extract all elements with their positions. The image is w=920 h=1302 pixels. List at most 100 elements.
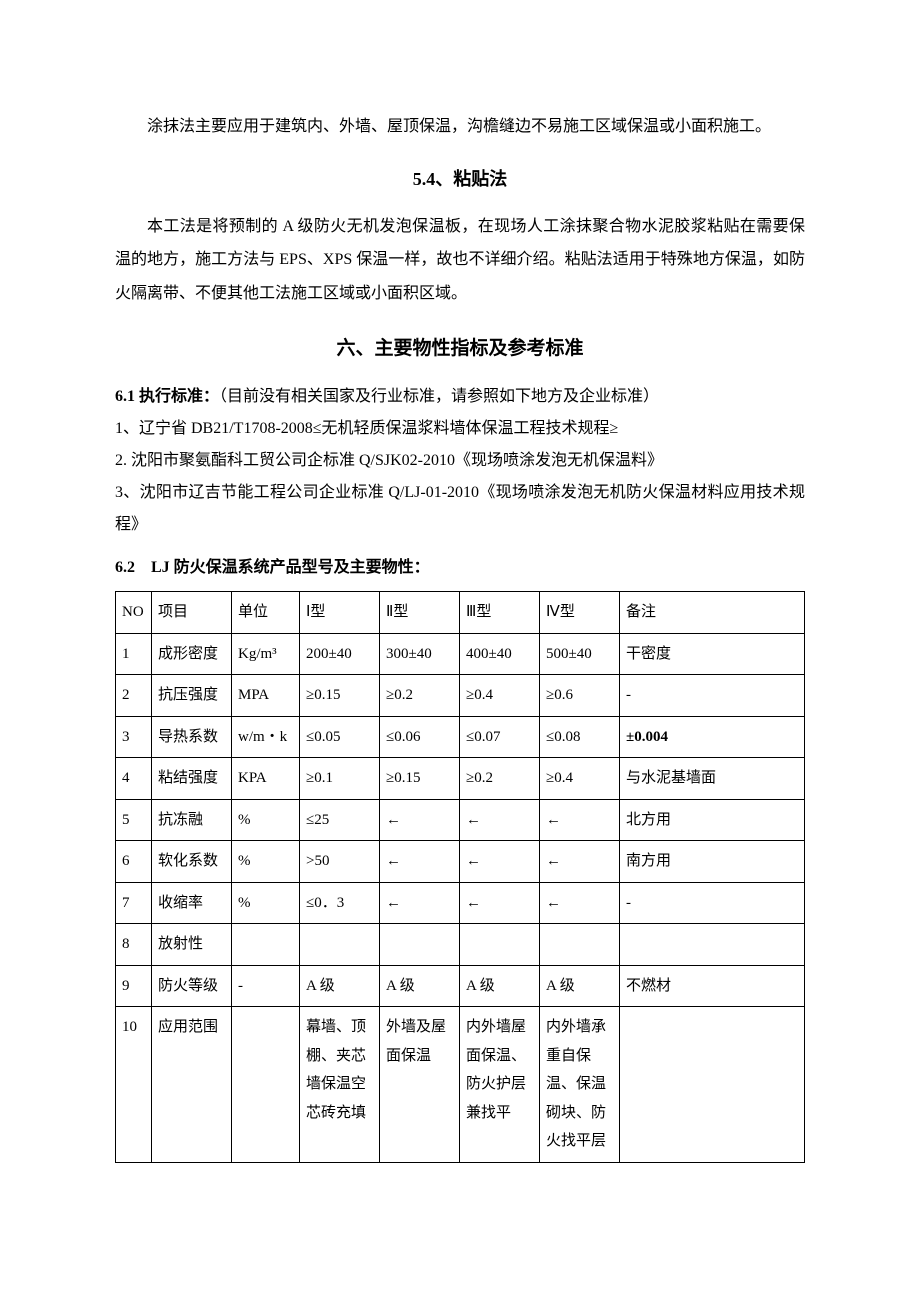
table-cell: ≥0.1	[300, 758, 380, 800]
section-6-1-tail: （目前没有相关国家及行业标准，请参照如下地方及企业标准）	[219, 388, 659, 405]
table-cell: -	[232, 965, 300, 1007]
table-cell: >50	[300, 841, 380, 883]
table-header-cell: 备注	[620, 592, 805, 634]
table-cell: ←	[380, 882, 460, 924]
table-row: 2抗压强度MPA≥0.15≥0.2≥0.4≥0.6-	[116, 675, 805, 717]
table-cell: 防火等级	[152, 965, 232, 1007]
table-cell: 干密度	[620, 633, 805, 675]
section-6-1-label: 6.1 执行标准：	[115, 388, 219, 405]
table-cell: ≥0.4	[540, 758, 620, 800]
table-row: 4粘结强度KPA≥0.1≥0.15≥0.2≥0.4与水泥基墙面	[116, 758, 805, 800]
table-cell: ≤0．3	[300, 882, 380, 924]
table-cell: ←	[380, 841, 460, 883]
standard-3: 3、沈阳市辽吉节能工程公司企业标准 Q/LJ-01-2010《现场喷涂发泡无机防…	[115, 477, 805, 541]
table-row: 9防火等级-A 级A 级A 级A 级不燃材	[116, 965, 805, 1007]
section-6-1: 6.1 执行标准：（目前没有相关国家及行业标准，请参照如下地方及企业标准）	[115, 381, 805, 413]
table-row: 3导热系数w/m・k≤0.05≤0.06≤0.07≤0.08±0.004	[116, 716, 805, 758]
standard-2: 2. 沈阳市聚氨酯科工贸公司企标准 Q/SJK02-2010《现场喷涂发泡无机保…	[115, 445, 805, 477]
table-cell: 与水泥基墙面	[620, 758, 805, 800]
table-cell: 内外墙承重自保温、保温砌块、防火找平层	[540, 1007, 620, 1163]
table-cell: ≥0.6	[540, 675, 620, 717]
table-cell	[620, 1007, 805, 1163]
table-cell: 7	[116, 882, 152, 924]
section-6-2-num: 6.2	[115, 559, 135, 576]
paragraph-5-4: 本工法是将预制的 A 级防火无机发泡保温板，在现场人工涂抹聚合物水泥胶浆粘贴在需…	[115, 210, 805, 311]
heading-6: 六、主要物性指标及参考标准	[115, 331, 805, 367]
table-cell: 9	[116, 965, 152, 1007]
table-cell: 5	[116, 799, 152, 841]
table-cell: 6	[116, 841, 152, 883]
table-header-cell: NO	[116, 592, 152, 634]
table-cell: 幕墙、顶棚、夹芯墙保温空芯砖充填	[300, 1007, 380, 1163]
table-header-cell: 项目	[152, 592, 232, 634]
table-cell: A 级	[380, 965, 460, 1007]
table-cell: A 级	[460, 965, 540, 1007]
table-cell: 400±40	[460, 633, 540, 675]
table-cell: 200±40	[300, 633, 380, 675]
properties-table: NO项目单位Ⅰ型Ⅱ型Ⅲ型Ⅳ型备注1成形密度Kg/m³200±40300±4040…	[115, 591, 805, 1163]
table-cell: ≤0.06	[380, 716, 460, 758]
table-cell: A 级	[540, 965, 620, 1007]
table-cell: 导热系数	[152, 716, 232, 758]
table-cell: 软化系数	[152, 841, 232, 883]
table-cell: ≥0.4	[460, 675, 540, 717]
table-cell: ≤0.08	[540, 716, 620, 758]
table-header-cell: Ⅳ型	[540, 592, 620, 634]
table-cell: 应用范围	[152, 1007, 232, 1163]
table-cell: 300±40	[380, 633, 460, 675]
table-cell: 不燃材	[620, 965, 805, 1007]
section-6-2-text: LJ 防火保温系统产品型号及主要物性：	[151, 559, 430, 576]
table-cell: 成形密度	[152, 633, 232, 675]
table-row: 1成形密度Kg/m³200±40300±40400±40500±40干密度	[116, 633, 805, 675]
table-cell: w/m・k	[232, 716, 300, 758]
table-cell: ←	[540, 882, 620, 924]
table-cell: 3	[116, 716, 152, 758]
table-cell: ←	[460, 799, 540, 841]
table-cell: 抗冻融	[152, 799, 232, 841]
table-cell: 内外墙屋面保温、防火护层兼找平	[460, 1007, 540, 1163]
table-cell: 抗压强度	[152, 675, 232, 717]
table-cell: ≤0.05	[300, 716, 380, 758]
table-header-cell: Ⅱ型	[380, 592, 460, 634]
table-cell: ≤25	[300, 799, 380, 841]
table-cell	[232, 924, 300, 966]
table-header-row: NO项目单位Ⅰ型Ⅱ型Ⅲ型Ⅳ型备注	[116, 592, 805, 634]
standard-1: 1、辽宁省 DB21/T1708-2008≤无机轻质保温浆料墙体保温工程技术规程…	[115, 413, 805, 445]
table-cell: 南方用	[620, 841, 805, 883]
table-row: 6软化系数%>50←←←南方用	[116, 841, 805, 883]
section-6-2: 6.2 LJ 防火保温系统产品型号及主要物性：	[115, 553, 805, 583]
table-row: 8放射性	[116, 924, 805, 966]
table-cell: 500±40	[540, 633, 620, 675]
table-cell	[300, 924, 380, 966]
table-header-cell: 单位	[232, 592, 300, 634]
table-cell: ≥0.2	[460, 758, 540, 800]
table-cell: 外墙及屋面保温	[380, 1007, 460, 1163]
table-cell: ≥0.2	[380, 675, 460, 717]
table-cell	[540, 924, 620, 966]
table-cell	[380, 924, 460, 966]
table-cell: -	[620, 675, 805, 717]
table-cell: ←	[460, 841, 540, 883]
table-cell: 8	[116, 924, 152, 966]
table-cell: 北方用	[620, 799, 805, 841]
table-cell: 1	[116, 633, 152, 675]
table-header-cell: Ⅰ型	[300, 592, 380, 634]
table-cell: ←	[460, 882, 540, 924]
table-cell: ≤0.07	[460, 716, 540, 758]
table-cell: ←	[540, 841, 620, 883]
table-cell	[620, 924, 805, 966]
table-cell: %	[232, 841, 300, 883]
table-cell: 4	[116, 758, 152, 800]
table-cell: MPA	[232, 675, 300, 717]
intro-paragraph: 涂抹法主要应用于建筑内、外墙、屋顶保温，沟檐缝边不易施工区域保温或小面积施工。	[115, 110, 805, 144]
table-row: 5抗冻融%≤25←←←北方用	[116, 799, 805, 841]
table-cell: KPA	[232, 758, 300, 800]
table-row: 7收缩率%≤0．3←←←-	[116, 882, 805, 924]
heading-5-4: 5.4、粘贴法	[115, 162, 805, 196]
table-cell: 放射性	[152, 924, 232, 966]
table-cell: ←	[540, 799, 620, 841]
table-cell: ≥0.15	[300, 675, 380, 717]
table-header-cell: Ⅲ型	[460, 592, 540, 634]
table-cell: -	[620, 882, 805, 924]
table-cell: ←	[380, 799, 460, 841]
